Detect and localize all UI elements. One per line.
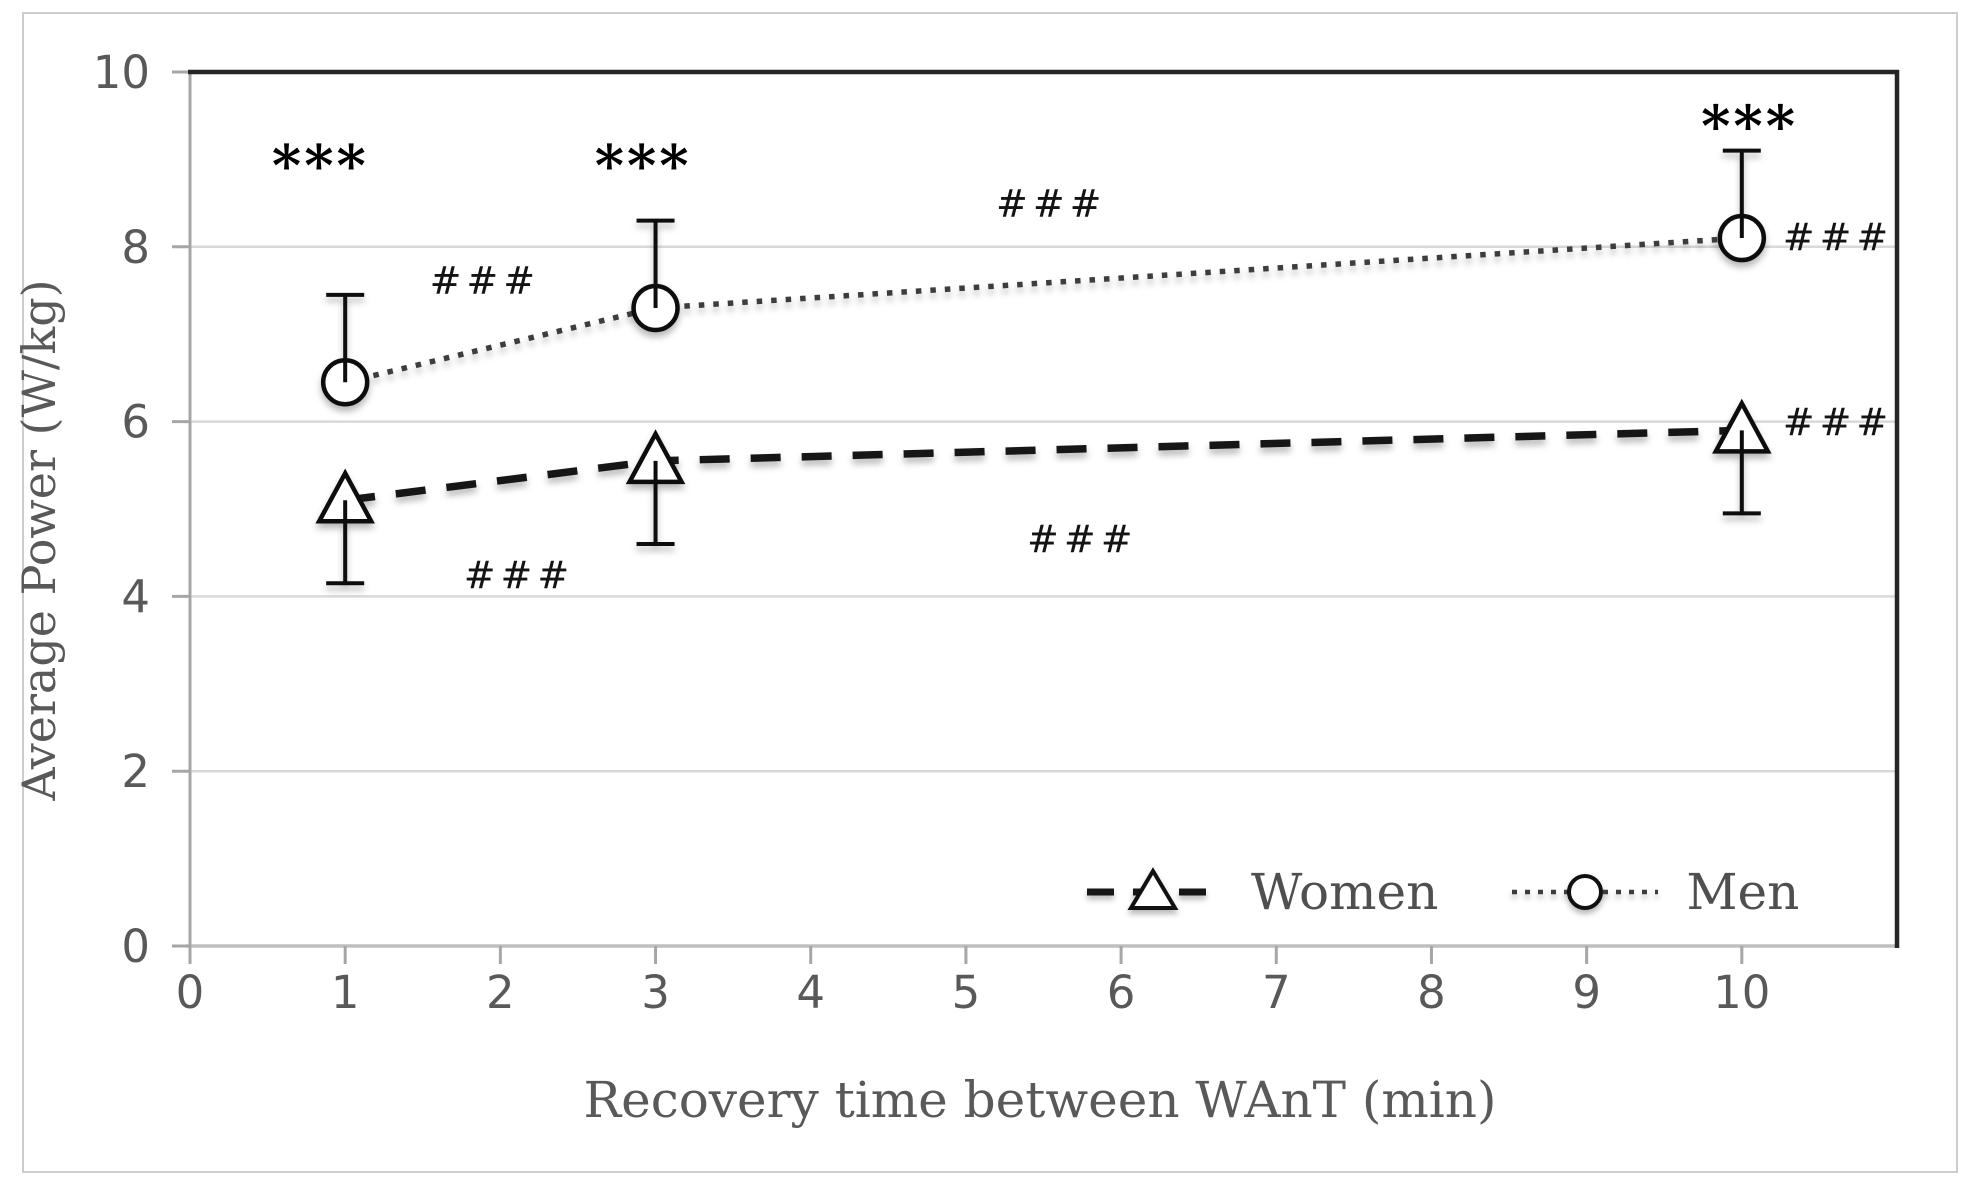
annotation-hash-6: ### [1783, 401, 1894, 445]
x-tick-label-2: 2 [486, 966, 515, 1019]
y-tick-label-0: 0 [121, 920, 150, 973]
series-layer [315, 148, 1772, 586]
x-tick-label-0: 0 [176, 966, 205, 1019]
annotation-stars-2: *** [1701, 94, 1798, 160]
legend-item-women: Women [1085, 862, 1438, 922]
legend-label-women: Women [1251, 863, 1439, 921]
series-line-women [344, 426, 1742, 504]
y-tick-label-10: 10 [93, 46, 150, 99]
x-tick-label-8: 8 [1417, 966, 1446, 1019]
annotation-hash-4: ### [996, 182, 1107, 226]
legend-men-sample dotted-line-circle-icon [1512, 874, 1659, 910]
x-tick-label-7: 7 [1262, 966, 1291, 1019]
y-tick-label-4: 4 [121, 570, 150, 623]
legend-item-men: Men [1510, 862, 1799, 922]
x-tick-label-1: 1 [331, 966, 360, 1019]
y-tick-label-2: 2 [121, 745, 150, 798]
annotation-hash-8: ### [1027, 518, 1138, 562]
x-tick-label-10: 10 [1713, 966, 1770, 1019]
series-line-men [344, 235, 1742, 385]
legend-women-sample dashed-line-triangle-icon [1087, 867, 1223, 910]
legend-label-men: Men [1686, 863, 1800, 921]
figure-border [22, 12, 1958, 1173]
y-axis-title: Average Power (W/kg) [12, 279, 66, 801]
y-tick-label-8: 8 [121, 221, 150, 274]
annotation-hash-5: ### [1783, 215, 1894, 259]
x-tick-label-5: 5 [952, 966, 981, 1019]
legend: Women Men [1085, 862, 1799, 922]
x-tick-label-4: 4 [796, 966, 825, 1019]
x-tick-label-3: 3 [641, 966, 670, 1019]
annotation-hash-3: ### [430, 259, 541, 303]
x-axis-title: Recovery time between WAnT (min) [583, 1071, 1496, 1129]
annotation-stars-0: *** [272, 133, 369, 199]
x-tick-label-9: 9 [1572, 966, 1601, 1019]
annotation-hash-7: ### [464, 554, 575, 598]
annotation-stars-1: *** [595, 133, 692, 199]
x-tick-label-6: 6 [1107, 966, 1136, 1019]
y-tick-label-6: 6 [121, 396, 150, 449]
generated-plot-layer: 0 2 4 6 8 10 0 1 2 3 4 5 6 7 8 9 10 *** *** *** ### ### ### ###… [93, 46, 1900, 1019]
